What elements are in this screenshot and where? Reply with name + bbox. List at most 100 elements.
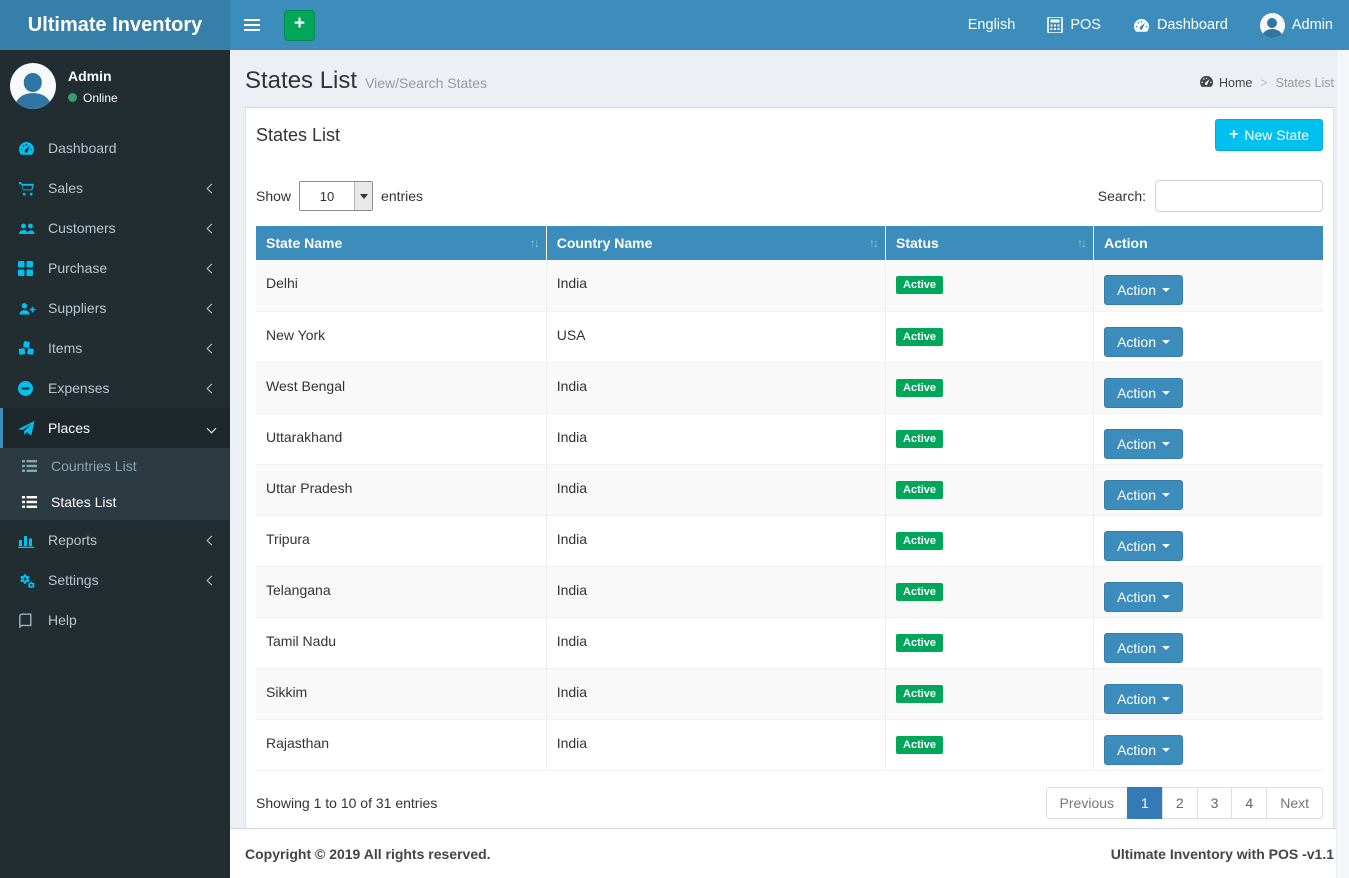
pagination: Previous 1 2 3 4 Next <box>1045 786 1323 819</box>
sidebar-item-expenses[interactable]: Expenses <box>0 368 230 408</box>
sidebar-user-panel: Admin Online <box>0 50 230 122</box>
sort-icon: ↑↓ <box>869 236 879 250</box>
action-dropdown-button[interactable]: Action <box>1104 428 1183 459</box>
bar-chart-icon <box>18 533 40 548</box>
pagination-page-3[interactable]: 3 <box>1196 786 1233 819</box>
column-header-state-name[interactable]: State Name ↑↓ <box>256 226 547 260</box>
cell-country: India <box>546 566 887 618</box>
action-dropdown-button[interactable]: Action <box>1104 326 1183 357</box>
action-dropdown-button[interactable]: Action <box>1104 479 1183 510</box>
caret-down-icon <box>1162 441 1170 450</box>
sidebar: Admin Online Dashboard Sales Customers <box>0 50 230 878</box>
chevron-left-icon <box>206 183 217 193</box>
caret-down-icon <box>1162 390 1170 399</box>
page-length-select[interactable]: 10 <box>299 181 374 211</box>
status-badge: Active <box>896 480 944 499</box>
chevron-left-icon <box>206 343 217 353</box>
caret-down-icon <box>1162 696 1170 705</box>
column-label: State Name <box>266 235 343 251</box>
caret-down-icon <box>1162 543 1170 552</box>
action-dropdown-button[interactable]: Action <box>1104 734 1183 765</box>
new-state-button[interactable]: New State <box>1215 119 1323 151</box>
places-submenu: Countries List States List <box>0 448 230 520</box>
action-label: Action <box>1117 690 1156 707</box>
table-row: Delhi India Active Action <box>256 260 1323 312</box>
cell-country: India <box>546 668 887 720</box>
sidebar-item-reports[interactable]: Reports <box>0 520 230 560</box>
scrollbar-track[interactable] <box>1336 50 1349 878</box>
sidebar-item-countries-list[interactable]: Countries List <box>0 448 230 484</box>
pagination-page-2[interactable]: 2 <box>1161 786 1198 819</box>
action-dropdown-button[interactable]: Action <box>1104 530 1183 561</box>
status-badge: Active <box>896 429 944 448</box>
users-icon <box>18 221 40 236</box>
cell-state: Uttar Pradesh <box>256 464 547 516</box>
show-label: Show <box>256 188 292 204</box>
status-badge: Active <box>896 276 944 294</box>
sidebar-item-sales[interactable]: Sales <box>0 168 230 208</box>
action-dropdown-button[interactable]: Action <box>1104 632 1183 663</box>
caret-down-icon <box>1162 594 1170 603</box>
sidebar-item-settings[interactable]: Settings <box>0 560 230 600</box>
sidebar-item-items[interactable]: Items <box>0 328 230 368</box>
action-dropdown-button[interactable]: Action <box>1104 275 1183 305</box>
brand-logo[interactable]: Ultimate Inventory <box>0 0 230 50</box>
sidebar-item-states-list[interactable]: States List <box>0 484 230 520</box>
pagination-page-1[interactable]: 1 <box>1127 786 1163 819</box>
grid-icon <box>18 260 40 276</box>
action-dropdown-button[interactable]: Action <box>1104 377 1183 408</box>
sort-icon: ↑↓ <box>1077 236 1087 250</box>
table-row: Tripura India Active Action <box>256 515 1323 567</box>
cell-country: India <box>546 719 887 771</box>
box-title: States List <box>256 124 341 145</box>
column-header-country-name[interactable]: Country Name ↑↓ <box>546 226 887 260</box>
user-menu[interactable]: Admin <box>1244 0 1349 50</box>
column-label: Country Name <box>556 235 653 251</box>
pagination-next[interactable]: Next <box>1266 786 1323 819</box>
list-icon <box>22 496 44 508</box>
user-avatar <box>1259 12 1285 38</box>
sidebar-item-help[interactable]: Help <box>0 600 230 640</box>
pagination-page-4[interactable]: 4 <box>1231 786 1268 819</box>
states-list-box: States List New State Show 10 entries Se… <box>245 107 1334 844</box>
column-label: Action <box>1104 235 1148 251</box>
cell-country: India <box>546 617 887 669</box>
select-arrow-icon <box>354 182 373 210</box>
sidebar-item-label: Expenses <box>48 380 110 396</box>
hamburger-icon <box>244 16 260 34</box>
sidebar-user-status[interactable]: Online <box>68 91 118 105</box>
sidebar-item-label: Items <box>48 340 83 356</box>
dashboard-icon <box>1133 18 1150 33</box>
dashboard-link[interactable]: Dashboard <box>1117 0 1244 50</box>
sidebar-item-places[interactable]: Places <box>0 408 230 448</box>
sidebar-item-purchase[interactable]: Purchase <box>0 248 230 288</box>
caret-down-icon <box>1162 747 1170 756</box>
chevron-left-icon <box>206 223 217 233</box>
caret-down-icon <box>1162 645 1170 654</box>
sidebar-toggle-button[interactable] <box>230 0 274 50</box>
cell-country: India <box>546 362 887 414</box>
cell-state: Sikkim <box>256 668 547 720</box>
cell-state: Telangana <box>256 566 547 618</box>
search-input[interactable] <box>1155 180 1323 212</box>
sidebar-item-customers[interactable]: Customers <box>0 208 230 248</box>
calculator-icon <box>1047 17 1064 33</box>
breadcrumb-home-link[interactable]: Home <box>1199 75 1252 91</box>
page-title: States List <box>245 67 358 94</box>
cell-state: Tamil Nadu <box>256 617 547 669</box>
chevron-down-icon <box>206 423 217 433</box>
action-dropdown-button[interactable]: Action <box>1104 683 1183 714</box>
language-menu[interactable]: English <box>952 0 1032 50</box>
quick-add-button[interactable] <box>284 9 315 41</box>
column-header-status[interactable]: Status ↑↓ <box>885 226 1095 260</box>
cell-country: India <box>546 413 887 465</box>
sidebar-item-dashboard[interactable]: Dashboard <box>0 128 230 168</box>
caret-down-icon <box>1162 492 1170 501</box>
pos-link[interactable]: POS <box>1031 0 1117 50</box>
action-dropdown-button[interactable]: Action <box>1104 581 1183 612</box>
column-header-action: Action <box>1093 226 1323 260</box>
sidebar-item-suppliers[interactable]: Suppliers <box>0 288 230 328</box>
pagination-previous[interactable]: Previous <box>1045 786 1129 819</box>
sidebar-item-label: States List <box>51 494 117 510</box>
cell-country: India <box>546 464 887 516</box>
